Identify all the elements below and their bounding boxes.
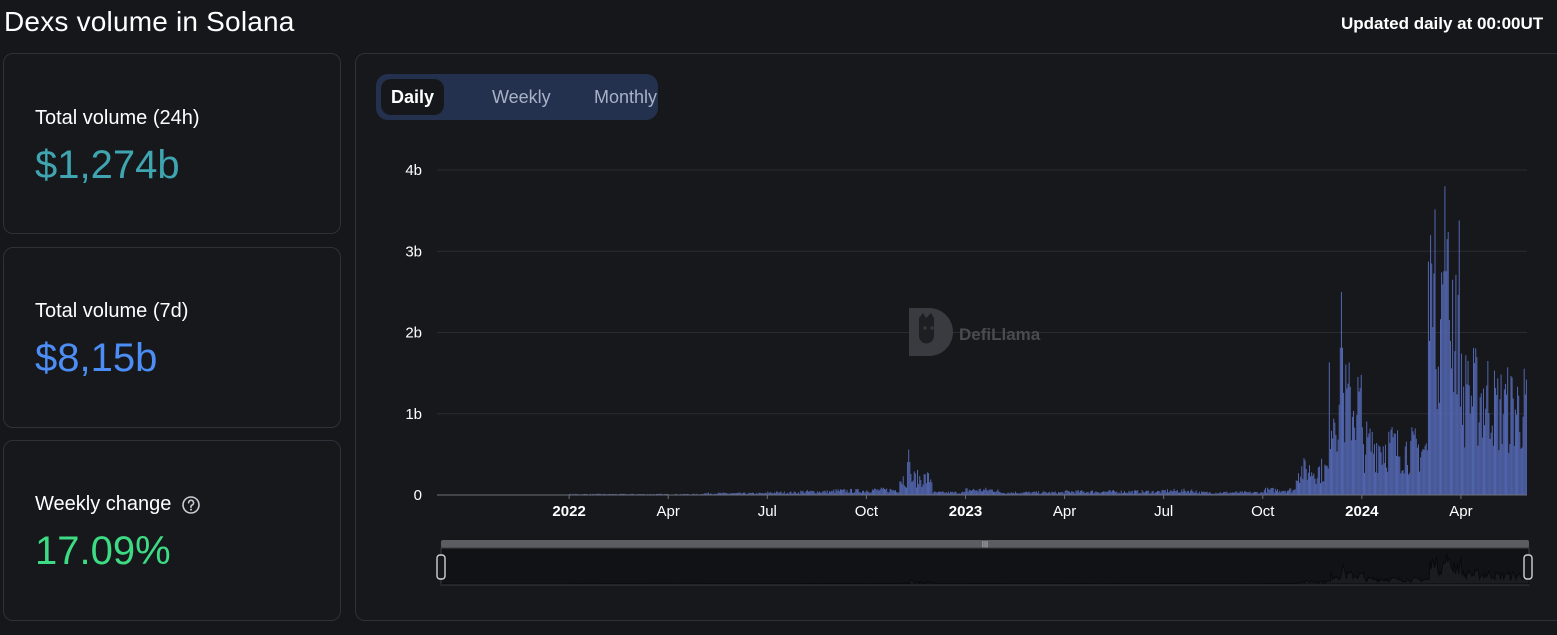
tab-weekly[interactable]: Weekly [492,87,551,107]
stat-label-weekly: Weekly change [35,493,201,516]
stat-value-7d: $8,15b [35,336,158,380]
stat-card-weekly-change: Weekly change 17.09% [3,440,341,621]
help-icon[interactable] [181,495,201,515]
stat-label-7d: Total volume (7d) [35,300,188,323]
interval-tabs: Daily Weekly Monthly [376,74,658,120]
tab-daily[interactable]: Daily [381,79,445,115]
stat-label-24h: Total volume (24h) [35,107,200,130]
stat-label-weekly-text: Weekly change [35,493,172,515]
updated-note: Updated daily at 00:00UT [1341,14,1544,33]
stat-value-weekly: 17.09% [35,529,171,573]
tab-monthly[interactable]: Monthly [594,87,658,107]
stat-value-24h: $1,274b [35,143,180,187]
stat-label-24h-text: Total volume (24h) [35,107,200,129]
stat-card-24h-volume: Total volume (24h) $1,274b [3,53,341,234]
stat-label-7d-text: Total volume (7d) [35,300,189,322]
stat-card-7d-volume: Total volume (7d) $8,15b [3,247,341,428]
page-title: Dexs volume in Solana [4,6,295,37]
chart-card: Daily Weekly Monthly [355,53,1557,621]
